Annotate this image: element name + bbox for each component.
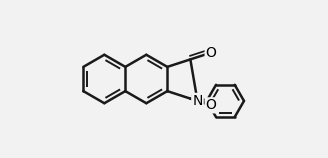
Text: N: N [192,94,203,108]
Text: O: O [206,98,216,112]
Text: O: O [206,46,216,60]
